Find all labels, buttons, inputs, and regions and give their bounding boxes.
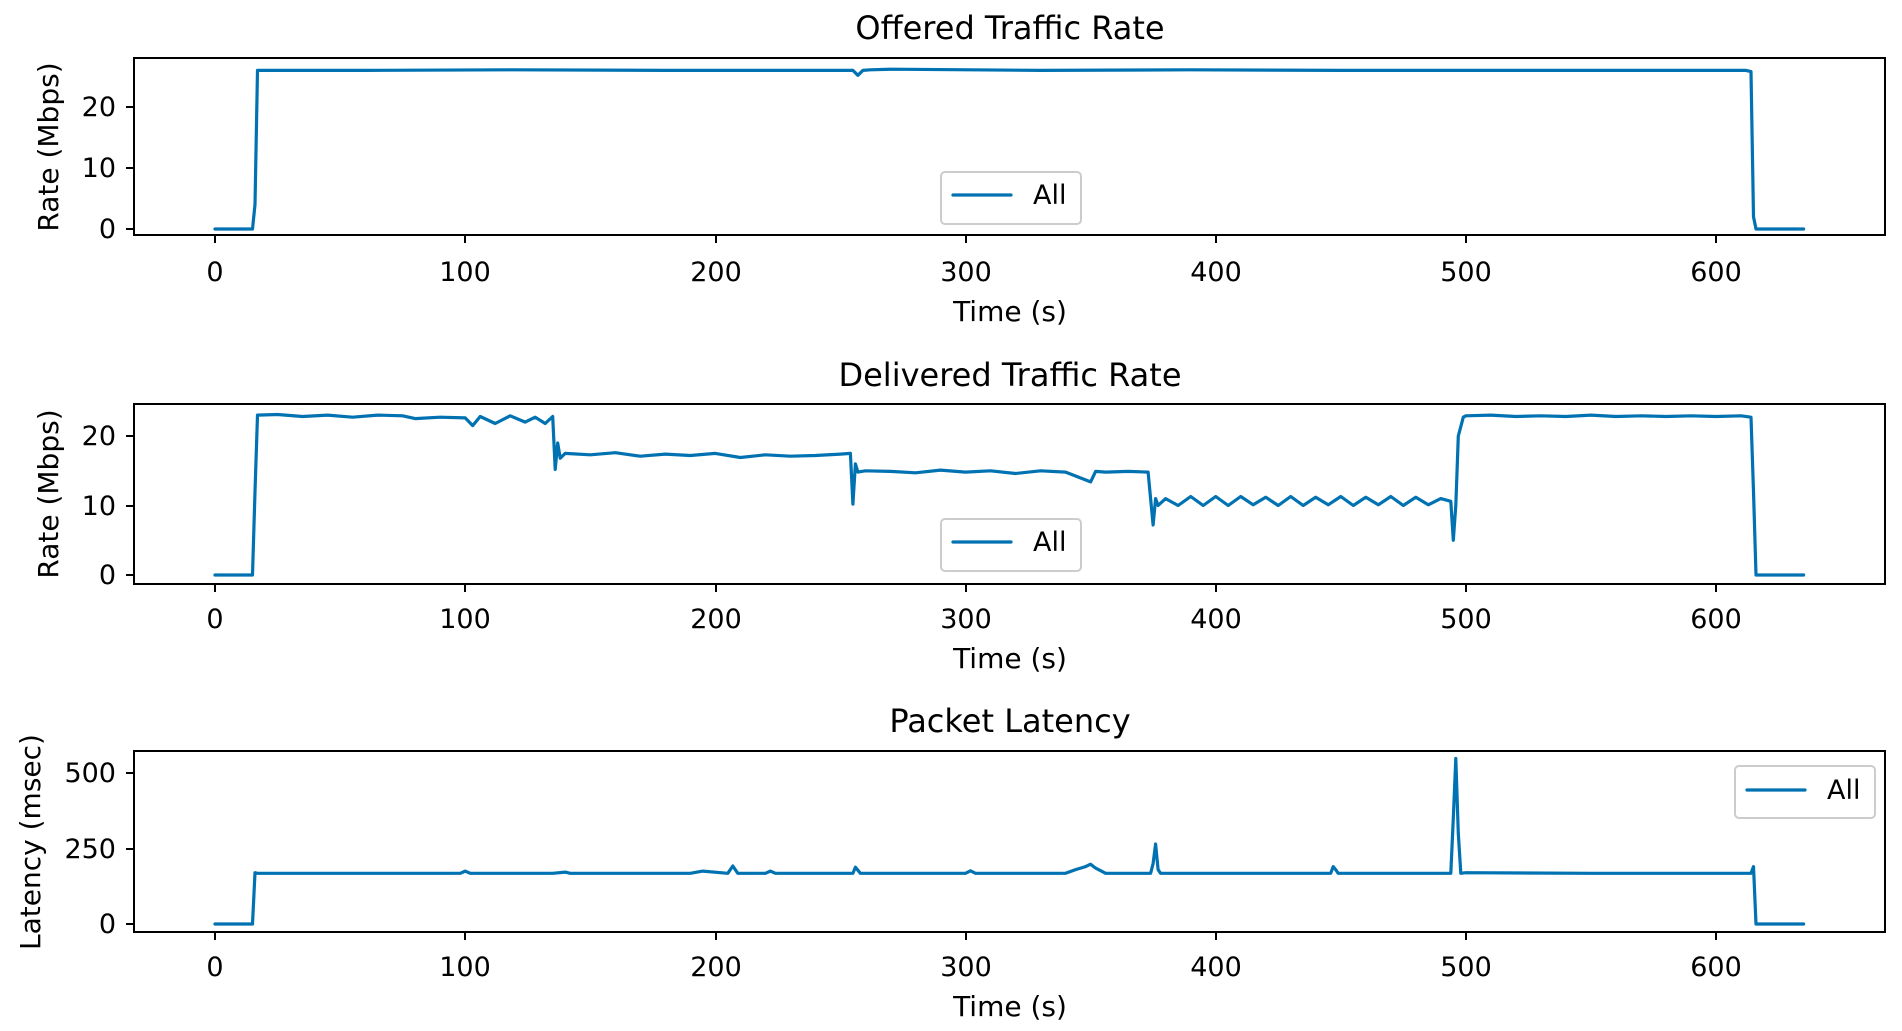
x-axis-label: Time (s) — [952, 990, 1067, 1023]
x-tick-label: 100 — [439, 604, 491, 635]
chart-title: Delivered Traffic Rate — [838, 356, 1181, 394]
x-tick-label: 300 — [940, 604, 992, 635]
y-tick-label: 10 — [82, 153, 116, 184]
x-tick-label: 500 — [1440, 952, 1492, 983]
x-tick-label: 300 — [940, 257, 992, 288]
x-tick-label: 400 — [1190, 952, 1242, 983]
chart-title: Offered Traffic Rate — [855, 9, 1164, 47]
series-line-all — [213, 412, 1806, 577]
plot-frame — [133, 403, 1886, 585]
series-line-all — [213, 756, 1806, 926]
x-tick-label: 500 — [1440, 604, 1492, 635]
y-tick-label: 0 — [99, 909, 116, 940]
x-axis: 0 100 200 300 400 500 600 Time (s) — [206, 932, 1742, 1023]
chart-title: Packet Latency — [889, 702, 1130, 740]
x-tick-label: 100 — [439, 952, 491, 983]
x-tick-label: 0 — [206, 952, 223, 983]
plot-frame — [133, 57, 1886, 236]
y-axis: 0 250 500 Latency (msec) — [14, 734, 134, 950]
legend: All — [1734, 765, 1876, 819]
legend-box — [940, 518, 1082, 572]
x-tick-label: 0 — [206, 257, 223, 288]
legend-box — [1734, 765, 1876, 819]
x-tick-label: 600 — [1690, 604, 1742, 635]
x-tick-label: 0 — [206, 604, 223, 635]
x-axis-label: Time (s) — [952, 295, 1067, 328]
y-axis: 0 10 20 Rate (Mbps) — [32, 409, 134, 591]
y-axis-label: Rate (Mbps) — [32, 409, 65, 578]
y-tick-label: 250 — [64, 834, 116, 865]
panel-packet-latency: Packet Latency 0 100 200 300 400 500 600… — [14, 702, 1886, 1023]
x-tick-label: 200 — [690, 952, 742, 983]
y-tick-label: 0 — [99, 560, 116, 591]
panel-delivered-traffic-rate: Delivered Traffic Rate 0 100 200 300 400… — [32, 356, 1886, 675]
legend-box — [940, 171, 1082, 225]
y-tick-label: 500 — [64, 758, 116, 789]
y-axis-label: Rate (Mbps) — [32, 62, 65, 231]
legend-label: All — [1033, 180, 1066, 211]
y-tick-label: 20 — [82, 92, 116, 123]
y-tick-label: 20 — [82, 421, 116, 452]
x-tick-label: 600 — [1690, 257, 1742, 288]
panel-offered-traffic-rate: Offered Traffic Rate 0 100 200 300 400 5… — [32, 9, 1886, 328]
x-axis: 0 100 200 300 400 500 600 Time (s) — [206, 235, 1742, 328]
legend-label: All — [1033, 527, 1066, 558]
x-axis: 0 100 200 300 400 500 600 Time (s) — [206, 584, 1742, 675]
y-tick-label: 0 — [99, 214, 116, 245]
x-tick-label: 600 — [1690, 952, 1742, 983]
series-line-all — [213, 67, 1806, 231]
y-tick-label: 10 — [82, 491, 116, 522]
y-axis-label: Latency (msec) — [14, 734, 47, 950]
x-tick-label: 300 — [940, 952, 992, 983]
plot-frame — [133, 750, 1886, 933]
x-tick-label: 400 — [1190, 257, 1242, 288]
x-tick-label: 200 — [690, 257, 742, 288]
x-axis-label: Time (s) — [952, 642, 1067, 675]
x-tick-label: 400 — [1190, 604, 1242, 635]
legend: All — [940, 518, 1082, 572]
legend: All — [940, 171, 1082, 225]
x-tick-label: 200 — [690, 604, 742, 635]
x-tick-label: 500 — [1440, 257, 1492, 288]
x-tick-label: 100 — [439, 257, 491, 288]
legend-label: All — [1827, 775, 1860, 806]
y-axis: 0 10 20 Rate (Mbps) — [32, 62, 134, 245]
